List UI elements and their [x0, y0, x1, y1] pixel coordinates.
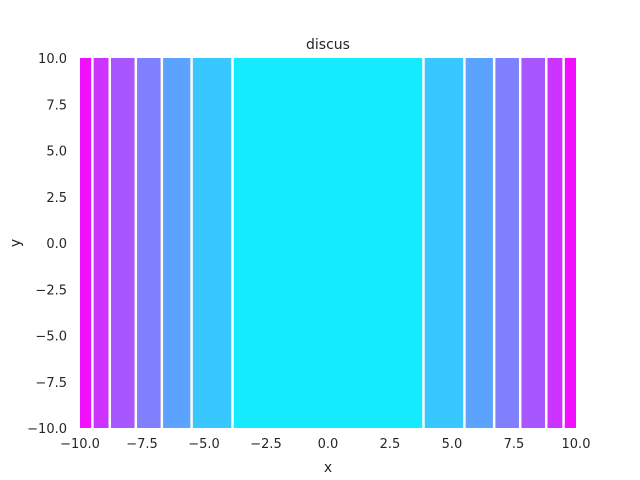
y-axis-label: y [8, 239, 24, 247]
x-tick-label: 10.0 [562, 437, 591, 452]
contour-band-2 [111, 58, 135, 428]
chart-title: discus [306, 37, 350, 53]
contour-band-9 [495, 58, 519, 428]
y-tick-label: −7.5 [35, 376, 67, 391]
x-axis-ticks: −10.0 −7.5 −5.0 −2.5 0.0 2.5 5.0 7.5 10.0 [60, 437, 590, 452]
contour-band-6 [233, 58, 423, 428]
contour-band-7 [424, 58, 464, 428]
contour-band-4 [163, 58, 191, 428]
x-tick-label: −10.0 [60, 437, 100, 452]
y-tick-label: 7.5 [46, 98, 67, 113]
x-tick-label: 2.5 [380, 437, 401, 452]
y-tick-label: 0.0 [46, 237, 67, 252]
contour-band-0 [80, 58, 92, 428]
y-tick-label: 5.0 [46, 145, 67, 160]
contour-band-11 [547, 58, 563, 428]
y-tick-label: −5.0 [35, 330, 67, 345]
x-tick-label: −2.5 [250, 437, 282, 452]
y-tick-label: −10.0 [27, 422, 67, 437]
y-axis-ticks: 10.0 7.5 5.0 2.5 0.0 −2.5 −5.0 −7.5 −10.0 [27, 52, 67, 437]
x-tick-label: −5.0 [188, 437, 220, 452]
contour-band-12 [564, 58, 576, 428]
x-tick-label: 0.0 [318, 437, 339, 452]
y-tick-label: −2.5 [35, 283, 67, 298]
plot-area [80, 58, 576, 428]
x-tick-label: 5.0 [442, 437, 463, 452]
contour-band-1 [93, 58, 109, 428]
x-axis-label: x [324, 460, 332, 476]
contour-band-8 [465, 58, 493, 428]
y-tick-label: 10.0 [38, 52, 67, 67]
contour-band-10 [521, 58, 545, 428]
contour-band-5 [192, 58, 232, 428]
x-tick-label: 7.5 [504, 437, 525, 452]
x-tick-label: −7.5 [126, 437, 158, 452]
contour-band-3 [137, 58, 161, 428]
y-tick-label: 2.5 [46, 191, 67, 206]
